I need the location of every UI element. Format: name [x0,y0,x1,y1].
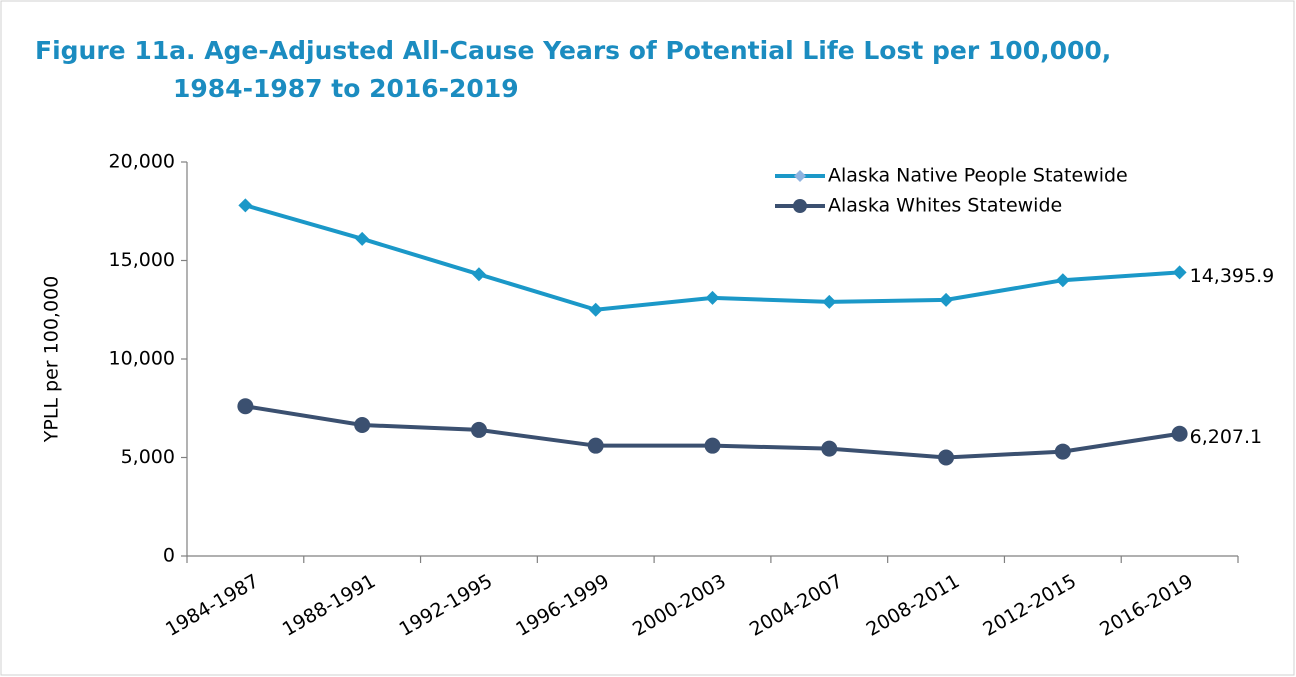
data-point [821,440,838,457]
legend-label: Alaska Whites Statewide [828,195,1062,217]
y-tick-label: 0 [163,545,175,567]
data-point [238,198,253,213]
legend-marker [794,170,806,182]
chart-title: 1984-1987 to 2016-2019 [173,74,519,103]
y-axis-label: YPLL per 100,000 [41,276,63,443]
data-point [704,437,721,454]
legend-label: Alaska Native People Statewide [828,165,1128,187]
data-label: 14,395.9 [1190,265,1275,287]
data-point [587,437,604,454]
data-point [822,294,837,309]
data-point [1054,443,1071,460]
data-point [938,449,955,466]
data-point [471,267,486,282]
data-point [354,416,371,433]
data-point [705,290,720,305]
data-point [1171,425,1188,442]
data-point [470,421,487,438]
y-tick-label: 10,000 [109,348,175,370]
data-point [588,302,603,317]
chart-title: Figure 11a. Age-Adjusted All-Cause Years… [35,36,1111,65]
data-label: 6,207.1 [1190,426,1263,448]
data-point [237,398,254,415]
data-point [939,292,954,307]
y-tick-label: 15,000 [109,249,175,271]
legend-marker [793,199,807,213]
y-tick-label: 20,000 [109,151,175,173]
data-point [1172,265,1187,280]
y-tick-label: 5,000 [121,446,175,468]
data-point [1055,273,1070,288]
data-point [355,231,370,246]
